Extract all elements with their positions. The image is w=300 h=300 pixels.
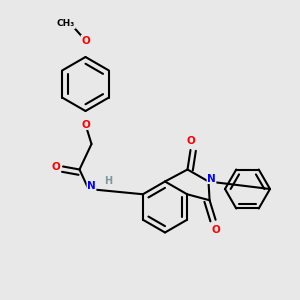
Text: O: O [81,35,90,46]
Text: CH₃: CH₃ [57,20,75,28]
Text: O: O [81,119,90,130]
Text: O: O [211,225,220,235]
Text: N: N [87,181,96,191]
Text: H: H [104,176,112,187]
Text: O: O [186,136,195,146]
Text: N: N [207,173,216,184]
Text: O: O [51,161,60,172]
